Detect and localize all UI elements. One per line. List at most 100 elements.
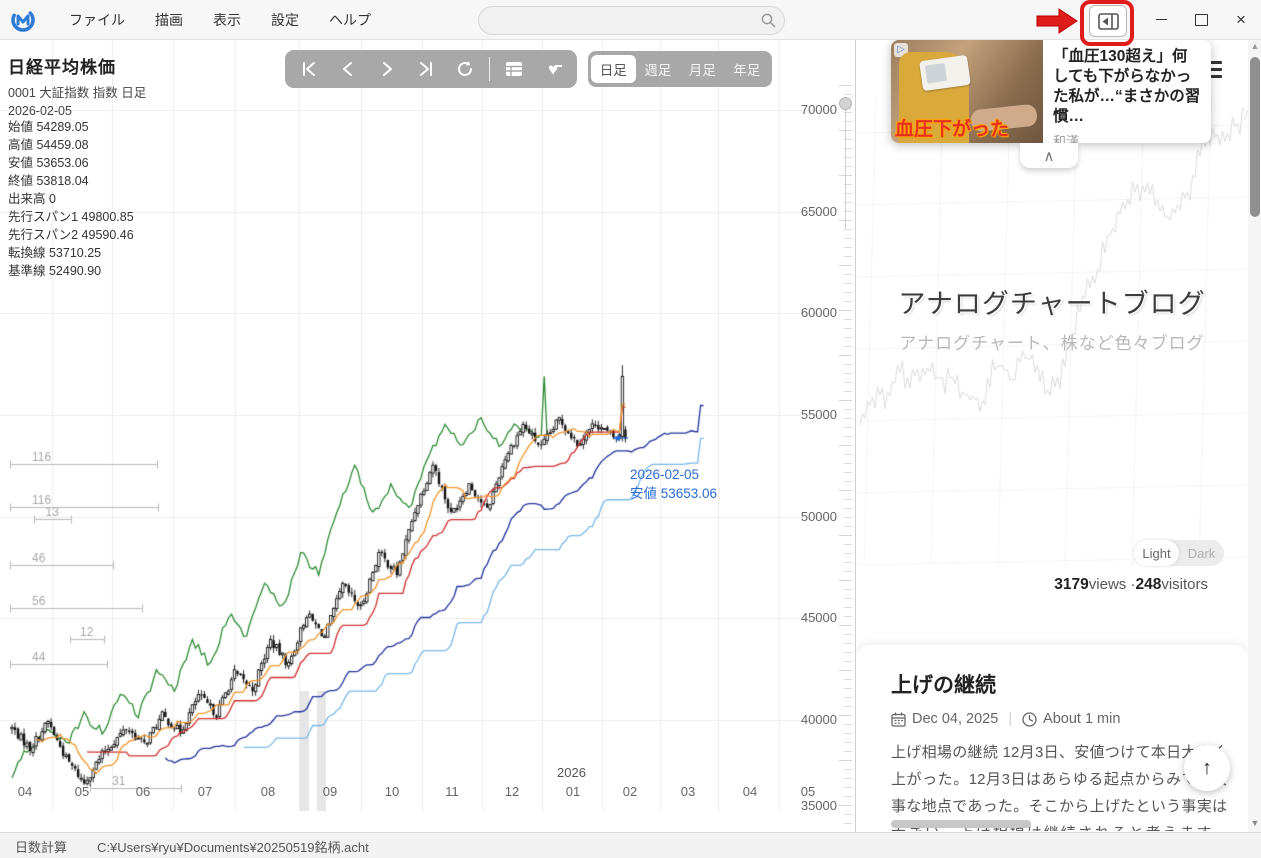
period-tabs: 日足 週足 月足 年足 <box>588 51 772 87</box>
scroll-down-arrow[interactable]: ▼ <box>1250 818 1260 828</box>
close-button[interactable]: × <box>1236 10 1246 29</box>
search-icon <box>761 13 776 28</box>
post-date: Dec 04, 2025 <box>912 711 999 727</box>
post-read-time: About 1 min <box>1043 711 1121 727</box>
x-axis-month-5: 09 <box>322 784 338 799</box>
clock-icon <box>1022 711 1037 727</box>
blog-title: アナログチャートブログ <box>898 289 1206 319</box>
scroll-to-top-button[interactable]: ↑ <box>1184 745 1230 791</box>
hamburger-menu-icon[interactable] <box>1200 61 1222 82</box>
y-axis-label-40000: 40000 <box>800 712 837 728</box>
quote-field-2: 安値 53653.06 <box>8 156 89 170</box>
x-axis-month-7: 11 <box>445 784 459 799</box>
sidebar-toggle-button[interactable] <box>1089 5 1127 37</box>
annotation-date: 2026-02-05 <box>630 467 700 482</box>
views-count: 3179 <box>1054 576 1089 593</box>
x-axis-month-8: 12 <box>504 784 520 799</box>
y-axis-label-70000: 70000 <box>800 102 837 117</box>
first-bar-button[interactable] <box>294 54 324 84</box>
x-axis-month-9: 01 <box>565 784 581 799</box>
quote-field-1: 高値 54459.08 <box>8 138 89 152</box>
period-tab-0[interactable]: 日足 <box>591 55 636 83</box>
blog-subtitle: アナログチャート、株など色々ブログ <box>899 334 1205 353</box>
status-mode: 日数計算 <box>15 839 68 855</box>
menu-item-0[interactable]: ファイル <box>69 11 125 28</box>
favorite-remove-button[interactable]: ♥ <box>538 54 568 84</box>
quote-field-6: 先行スパン2 49590.46 <box>8 228 134 242</box>
ad-title[interactable]: 「血圧130超え」何しても下がらなかった私が…“まさかの習慣… <box>1053 48 1201 126</box>
table-view-button[interactable] <box>499 54 529 84</box>
quote-field-3: 終値 53818.04 <box>8 174 89 188</box>
theme-toggle: Light Dark <box>1134 540 1224 566</box>
ad-popup[interactable]: ▷ 血圧下がった 「血圧130超え」何しても下がらなかった私が…“まさかの習慣…… <box>891 40 1211 143</box>
symbol-title: 日経平均株価 <box>8 58 116 77</box>
x-axis-month-12: 04 <box>742 784 758 799</box>
heart-minus-icon: ♥ <box>548 61 563 78</box>
toolbar-divider <box>489 57 490 81</box>
blog-background-chart <box>856 95 1248 565</box>
refresh-button[interactable] <box>450 54 480 84</box>
arrow-up-icon: ↑ <box>1202 756 1212 779</box>
x-axis-month-11: 03 <box>680 784 696 799</box>
period-tab-3[interactable]: 年足 <box>733 63 761 78</box>
slider-stem <box>845 109 846 229</box>
slider-ticks-major <box>839 85 852 858</box>
status-file-path: C:¥Users¥ryu¥Documents¥20250519銘柄.acht <box>97 839 369 855</box>
y-axis-label-35000: 35000 <box>800 798 837 813</box>
minimize-button[interactable] <box>1141 0 1181 39</box>
post-meta: Dec 04, 2025 | About 1 min <box>891 711 1120 727</box>
next-bar-button[interactable] <box>372 54 402 84</box>
quote-field-0: 始値 54289.05 <box>8 120 89 134</box>
annotation-low: 安値 53653.06 <box>630 486 718 501</box>
x-axis-year-label: 2026 <box>557 765 586 780</box>
menu-items: ファイル 描画 表示 設定 ヘルプ <box>54 4 386 36</box>
sidebar-vscroll-thumb[interactable] <box>1250 57 1260 217</box>
collapse-panel-icon <box>1097 12 1119 30</box>
period-tab-1[interactable]: 週足 <box>644 63 672 78</box>
x-axis-month-6: 10 <box>384 784 400 799</box>
y-axis-label-50000: 50000 <box>800 508 837 524</box>
window-controls: × <box>1141 0 1261 39</box>
quote-field-8: 基準線 52490.90 <box>8 264 102 278</box>
visitors-count: 248 <box>1135 576 1162 593</box>
menu-item-4[interactable]: ヘルプ <box>329 11 371 28</box>
menu-item-3[interactable]: 設定 <box>271 11 299 28</box>
quote-fields: 始値 54289.05 高値 54459.08 安値 53653.06 終値 5381… <box>8 118 146 280</box>
post-body-text: 上げ相場の継続 12月3日、安値つけて本日大きく上がった。12月3日はあらゆる起… <box>891 744 1227 831</box>
blog-sidebar: アナログチャートブログ アナログチャートブログ アナログチャート、株など色々ブロ… <box>855 39 1261 832</box>
blog-post-card: 上げの継続 Dec 04, 2025 | About 1 min 上げ相場の継続… <box>856 645 1248 832</box>
maximize-button[interactable] <box>1181 0 1221 39</box>
post-title[interactable]: 上げの継続 <box>891 674 996 697</box>
chart-canvas[interactable] <box>0 39 855 832</box>
chart-annotation: 2026-02-05 安値 53653.06 <box>630 465 717 503</box>
sidebar-hscroll-thumb[interactable] <box>891 820 1031 828</box>
ad-text[interactable]: 「血圧130超え」何しても下がらなかった私が…“まさかの習慣… 和漢 <box>1043 40 1211 143</box>
chart-area[interactable]: 日経平均株価 0001 大証指数 指数 日足 2026-02-05 始値 542… <box>0 39 855 858</box>
period-tab-2[interactable]: 月足 <box>688 63 716 78</box>
y-axis-label-55000: 55000 <box>800 407 837 422</box>
stats-separator: · <box>1126 576 1136 593</box>
zoom-slider[interactable] <box>838 85 854 858</box>
ad-image-caption: 血圧下がった <box>895 119 1010 140</box>
ad-image[interactable]: ▷ 血圧下がった <box>891 40 1043 143</box>
status-bar: 日数計算 C:¥Users¥ryu¥Documents¥20250519銘柄.a… <box>0 832 1261 858</box>
post-body: 上げ相場の継続 12月3日、安値つけて本日大きく上がった。12月3日はあらゆる起… <box>891 739 1227 831</box>
app-logo-icon <box>11 7 35 32</box>
search-input[interactable] <box>478 6 785 35</box>
scroll-up-arrow[interactable]: ▲ <box>1250 41 1260 51</box>
prev-bar-button[interactable] <box>333 54 363 84</box>
sidebar-vscrollbar[interactable]: ▲ ▼ <box>1248 39 1261 832</box>
menu-item-2[interactable]: 表示 <box>213 11 241 28</box>
visitors-label: visitors <box>1161 576 1208 593</box>
last-bar-button[interactable] <box>411 54 441 84</box>
ad-collapse-tab[interactable]: ∧ <box>1020 143 1078 168</box>
theme-light-button[interactable]: Light <box>1134 540 1179 566</box>
theme-dark-button[interactable]: Dark <box>1187 545 1216 561</box>
x-axis-month-1: 05 <box>74 784 90 799</box>
menu-item-1[interactable]: 描画 <box>155 11 183 28</box>
blog-stats: 3179views ·248visitors <box>1016 576 1208 594</box>
slider-handle[interactable] <box>839 97 852 110</box>
x-axis-month-13: 05 <box>800 784 816 799</box>
